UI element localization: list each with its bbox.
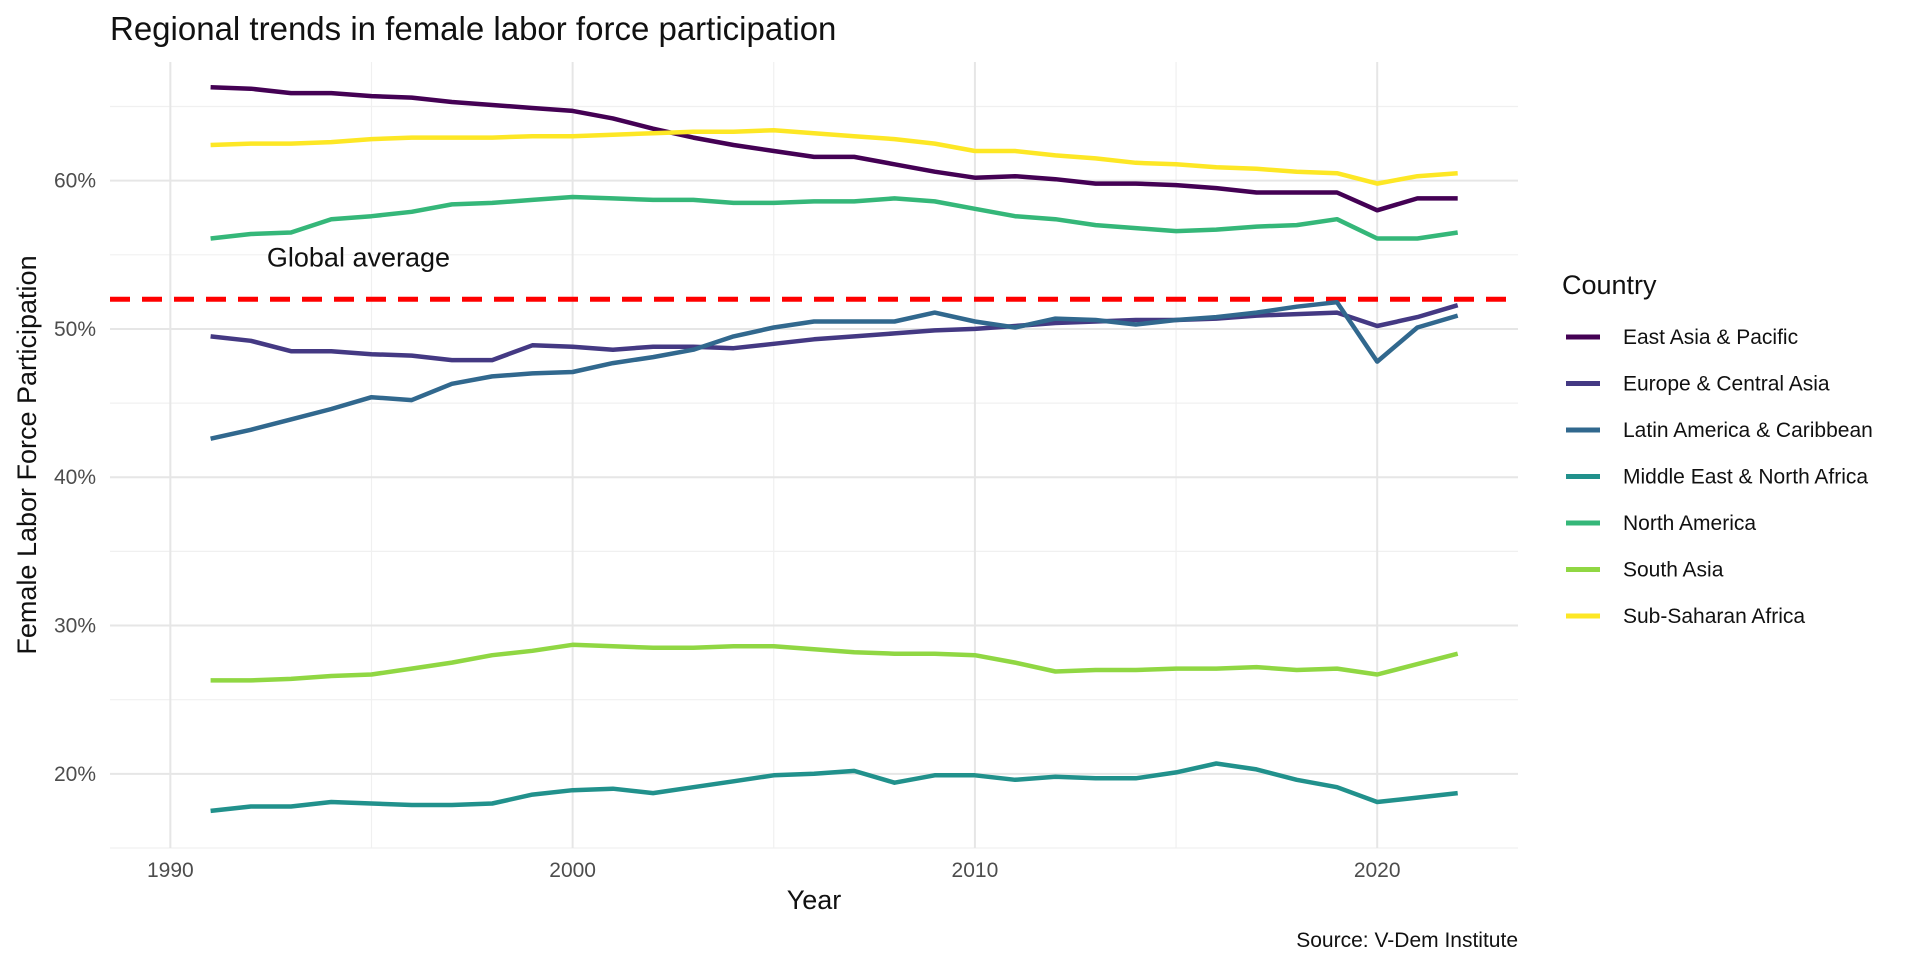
y-tick-label: 40% xyxy=(54,466,96,489)
global-average-label: Global average xyxy=(267,242,450,272)
legend: Country East Asia & Pacific Europe & Cent… xyxy=(1562,270,1873,628)
series-line-south-asia xyxy=(210,642,1459,683)
grid xyxy=(110,62,1518,849)
series-line-east-asia-pacific xyxy=(210,84,1458,213)
legend-label: South Asia xyxy=(1623,559,1724,582)
source-caption: Source: V-Dem Institute xyxy=(1296,929,1518,952)
y-tick-label: 20% xyxy=(54,763,96,786)
legend-label: North America xyxy=(1623,512,1756,535)
reference-line-group: Global average xyxy=(110,242,1518,302)
legend-label: East Asia & Pacific xyxy=(1623,326,1798,349)
y-axis-title: Female Labor Force Participation xyxy=(12,255,42,654)
series-line-latin-america-caribbean xyxy=(210,299,1459,441)
series-line-sub-saharan-africa xyxy=(210,127,1458,186)
series-line-middle-east-north-africa xyxy=(210,761,1458,814)
legend-label: Sub-Saharan Africa xyxy=(1623,605,1805,628)
x-tick-label: 2020 xyxy=(1354,859,1401,882)
series-line-north-america xyxy=(210,194,1459,241)
x-tick-label: 2000 xyxy=(549,859,596,882)
x-tick-label: 2010 xyxy=(952,859,999,882)
x-axis-title: Year xyxy=(787,885,842,915)
axis-ticks: 20% 30% 40% 50% 60% 1990 2000 2010 2020 xyxy=(54,170,1401,882)
y-tick-label: 60% xyxy=(54,170,96,193)
legend-label: Middle East & North Africa xyxy=(1623,466,1868,489)
x-tick-label: 1990 xyxy=(147,859,194,882)
series-line-europe-central-asia xyxy=(210,303,1459,363)
series-lines xyxy=(210,84,1459,814)
legend-label: Europe & Central Asia xyxy=(1623,373,1830,396)
legend-title: Country xyxy=(1562,270,1657,300)
y-tick-label: 30% xyxy=(54,615,96,638)
chart-title: Regional trends in female labor force pa… xyxy=(110,10,836,47)
y-tick-label: 50% xyxy=(54,318,96,341)
legend-label: Latin America & Caribbean xyxy=(1623,419,1873,442)
